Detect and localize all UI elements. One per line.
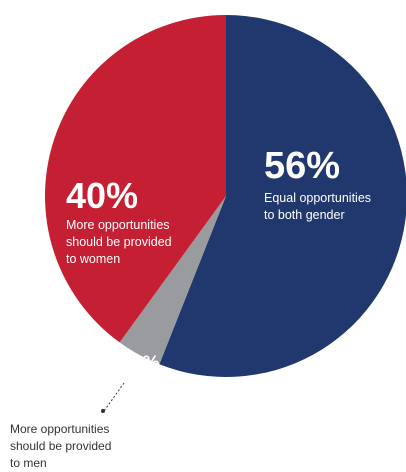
pie-slice-women: [45, 15, 227, 343]
slice-pct-label-women: 40%: [66, 175, 138, 216]
slice-desc-men-line-3: to men: [10, 456, 47, 470]
slice-desc-women-line-2: should be provided: [66, 235, 172, 249]
slice-pct-label-men: 4%: [132, 353, 160, 374]
leader-line: [103, 382, 125, 412]
pie-slices: [45, 15, 406, 377]
slice-desc-equal-line-2: to both gender: [264, 208, 345, 222]
slice-desc-men-line-2: should be provided: [10, 439, 111, 453]
slice-pct-label-equal: 56%: [264, 145, 340, 187]
slice-desc-equal-line-1: Equal opportunities: [264, 191, 371, 205]
leader-dot: [101, 409, 105, 413]
slice-desc-men-line-1: More opportunities: [10, 422, 109, 436]
slice-desc-women-line-3: to women: [66, 252, 120, 266]
slice-desc-women-line-1: More opportunities: [66, 218, 170, 232]
pie-slice-equal: [159, 15, 406, 377]
pie-slice-men: [119, 196, 226, 365]
